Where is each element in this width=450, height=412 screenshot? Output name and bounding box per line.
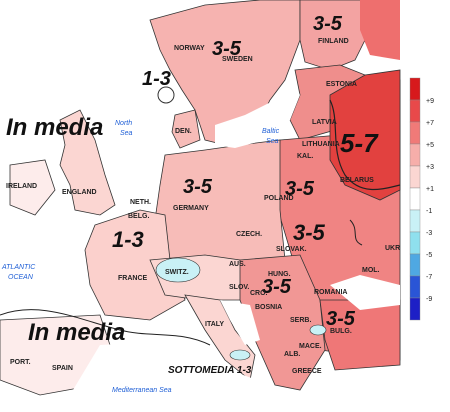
legend-tick-label: +3 bbox=[426, 164, 434, 171]
legend-swatch bbox=[409, 143, 421, 167]
sea-label-north-2: Sea bbox=[120, 130, 133, 137]
great-britain-landmass bbox=[59, 109, 116, 216]
country-label-latvia: LATVIA bbox=[312, 119, 337, 126]
legend-swatch bbox=[409, 253, 421, 277]
country-label-slovenia: SLOV. bbox=[229, 284, 249, 291]
country-label-portugal: PORT. bbox=[10, 359, 31, 366]
sea-label-mediterranean: Mediterranean Sea bbox=[112, 387, 172, 394]
country-label-england: ENGLAND bbox=[62, 189, 97, 196]
finland-landmass bbox=[299, 0, 366, 71]
legend-tick-label: -3 bbox=[426, 230, 432, 237]
value-label-bulgaria: 3-5 bbox=[326, 308, 356, 330]
country-label-germany: GERMANY bbox=[173, 205, 209, 212]
value-label-sweden: 3-5 bbox=[212, 38, 242, 60]
country-label-estonia: ESTONIA bbox=[326, 81, 357, 88]
cool-spot-greece bbox=[309, 324, 327, 336]
color-legend: +9 +7 +5 +3 +1 -1 -3 -5 -7 -9 bbox=[409, 77, 434, 321]
legend-tick-label: +1 bbox=[426, 186, 434, 193]
country-label-czech: CZECH. bbox=[236, 231, 262, 238]
value-label-in-media-north: In media bbox=[6, 114, 103, 141]
value-label-serbia: 3-5 bbox=[262, 276, 292, 298]
contour-line-east bbox=[329, 99, 401, 191]
country-label-switzerland: SWITZ. bbox=[165, 269, 189, 276]
legend-swatch bbox=[409, 121, 421, 145]
sea-label-atlantic-1: ATLANTIC bbox=[1, 264, 36, 271]
country-label-denmark: DEN. bbox=[175, 128, 192, 135]
country-label-slovakia: SLOVAK. bbox=[276, 246, 307, 253]
contour-line-west bbox=[0, 309, 211, 346]
legend-swatch bbox=[409, 99, 421, 123]
value-label-sottomedia: SOTTOMEDIA 1-3 bbox=[168, 365, 252, 376]
value-label-slovakia: 3-5 bbox=[293, 220, 326, 245]
country-label-albania: ALB. bbox=[284, 351, 300, 358]
legend-tick-label: +7 bbox=[426, 120, 434, 127]
legend-swatch bbox=[409, 187, 421, 211]
country-label-ireland: IRELAND bbox=[6, 183, 37, 190]
sea-label-baltic-1: Baltic bbox=[262, 128, 280, 135]
legend-tick-label: -5 bbox=[426, 252, 432, 259]
legend-swatch bbox=[409, 209, 421, 233]
legend-tick-label: -9 bbox=[426, 296, 432, 303]
country-label-hungary: HUNG. bbox=[268, 271, 291, 278]
sea-label-north-1: North bbox=[115, 120, 132, 127]
sea-label-baltic-2: Sea bbox=[266, 138, 279, 145]
russia-hot-region bbox=[329, 69, 401, 201]
country-label-bulgaria: BULG. bbox=[330, 328, 352, 335]
country-label-moldova: MOL. bbox=[362, 267, 380, 274]
country-label-austria: AUS. bbox=[229, 261, 246, 268]
denmark-landmass bbox=[171, 109, 201, 149]
legend-swatch bbox=[409, 165, 421, 189]
country-label-netherlands: NETH. bbox=[130, 199, 151, 206]
country-label-finland: FINLAND bbox=[318, 38, 349, 45]
value-label-finland: 3-5 bbox=[313, 13, 343, 35]
ireland-landmass bbox=[9, 159, 56, 216]
country-label-sweden: SWEDEN bbox=[222, 56, 253, 63]
legend-swatch bbox=[409, 275, 421, 299]
legend-tick-label: +9 bbox=[426, 98, 434, 105]
country-label-romania: ROMANIA bbox=[314, 289, 347, 296]
country-label-croatia: CRO. bbox=[250, 290, 268, 297]
adriatic-sea bbox=[220, 300, 260, 345]
country-label-kaliningrad: KAL. bbox=[297, 153, 313, 160]
value-label-norway: 1-3 bbox=[142, 68, 171, 90]
country-label-france: FRANCE bbox=[118, 275, 147, 282]
contour-line-east-2 bbox=[349, 219, 363, 246]
value-label-in-media-south: In media bbox=[28, 319, 125, 346]
sea-label-atlantic-2: OCEAN bbox=[8, 274, 34, 281]
country-label-ukraine: UKR bbox=[385, 245, 400, 252]
value-label-france: 1-3 bbox=[112, 227, 144, 252]
country-label-greece: GREECE bbox=[292, 368, 322, 375]
finland-hot-region bbox=[360, 0, 400, 60]
legend-tick-label: +5 bbox=[426, 142, 434, 149]
country-label-lithuania: LITHUANIA bbox=[302, 141, 340, 148]
france-landmass bbox=[84, 209, 186, 321]
baltic-sea bbox=[215, 75, 300, 148]
value-label-poland: 3-5 bbox=[285, 178, 315, 200]
legend-tick-label: -7 bbox=[426, 274, 432, 281]
legend-swatch bbox=[409, 231, 421, 255]
country-label-bosnia: BOSNIA bbox=[255, 304, 282, 311]
country-label-norway: NORWAY bbox=[174, 45, 205, 52]
country-label-poland: POLAND bbox=[264, 195, 294, 202]
cool-spot-italy bbox=[229, 349, 251, 361]
cool-spot-norway bbox=[157, 86, 175, 104]
legend-swatch bbox=[409, 297, 421, 321]
value-label-belarus: 5-7 bbox=[340, 128, 379, 158]
country-label-macedonia: MACE. bbox=[299, 343, 322, 350]
country-label-belarus: BELARUS bbox=[340, 177, 374, 184]
country-label-belgium: BELG. bbox=[128, 213, 149, 220]
country-label-serbia: SERB. bbox=[290, 317, 311, 324]
legend-tick-label: -1 bbox=[426, 208, 432, 215]
value-label-germany: 3-5 bbox=[183, 176, 213, 198]
cool-spot-alps bbox=[155, 257, 201, 283]
country-label-italy: ITALY bbox=[205, 321, 224, 328]
country-label-spain: SPAIN bbox=[52, 365, 73, 372]
legend-swatch bbox=[409, 77, 421, 101]
black-sea bbox=[330, 275, 400, 310]
mediterranean-sea bbox=[70, 340, 320, 412]
